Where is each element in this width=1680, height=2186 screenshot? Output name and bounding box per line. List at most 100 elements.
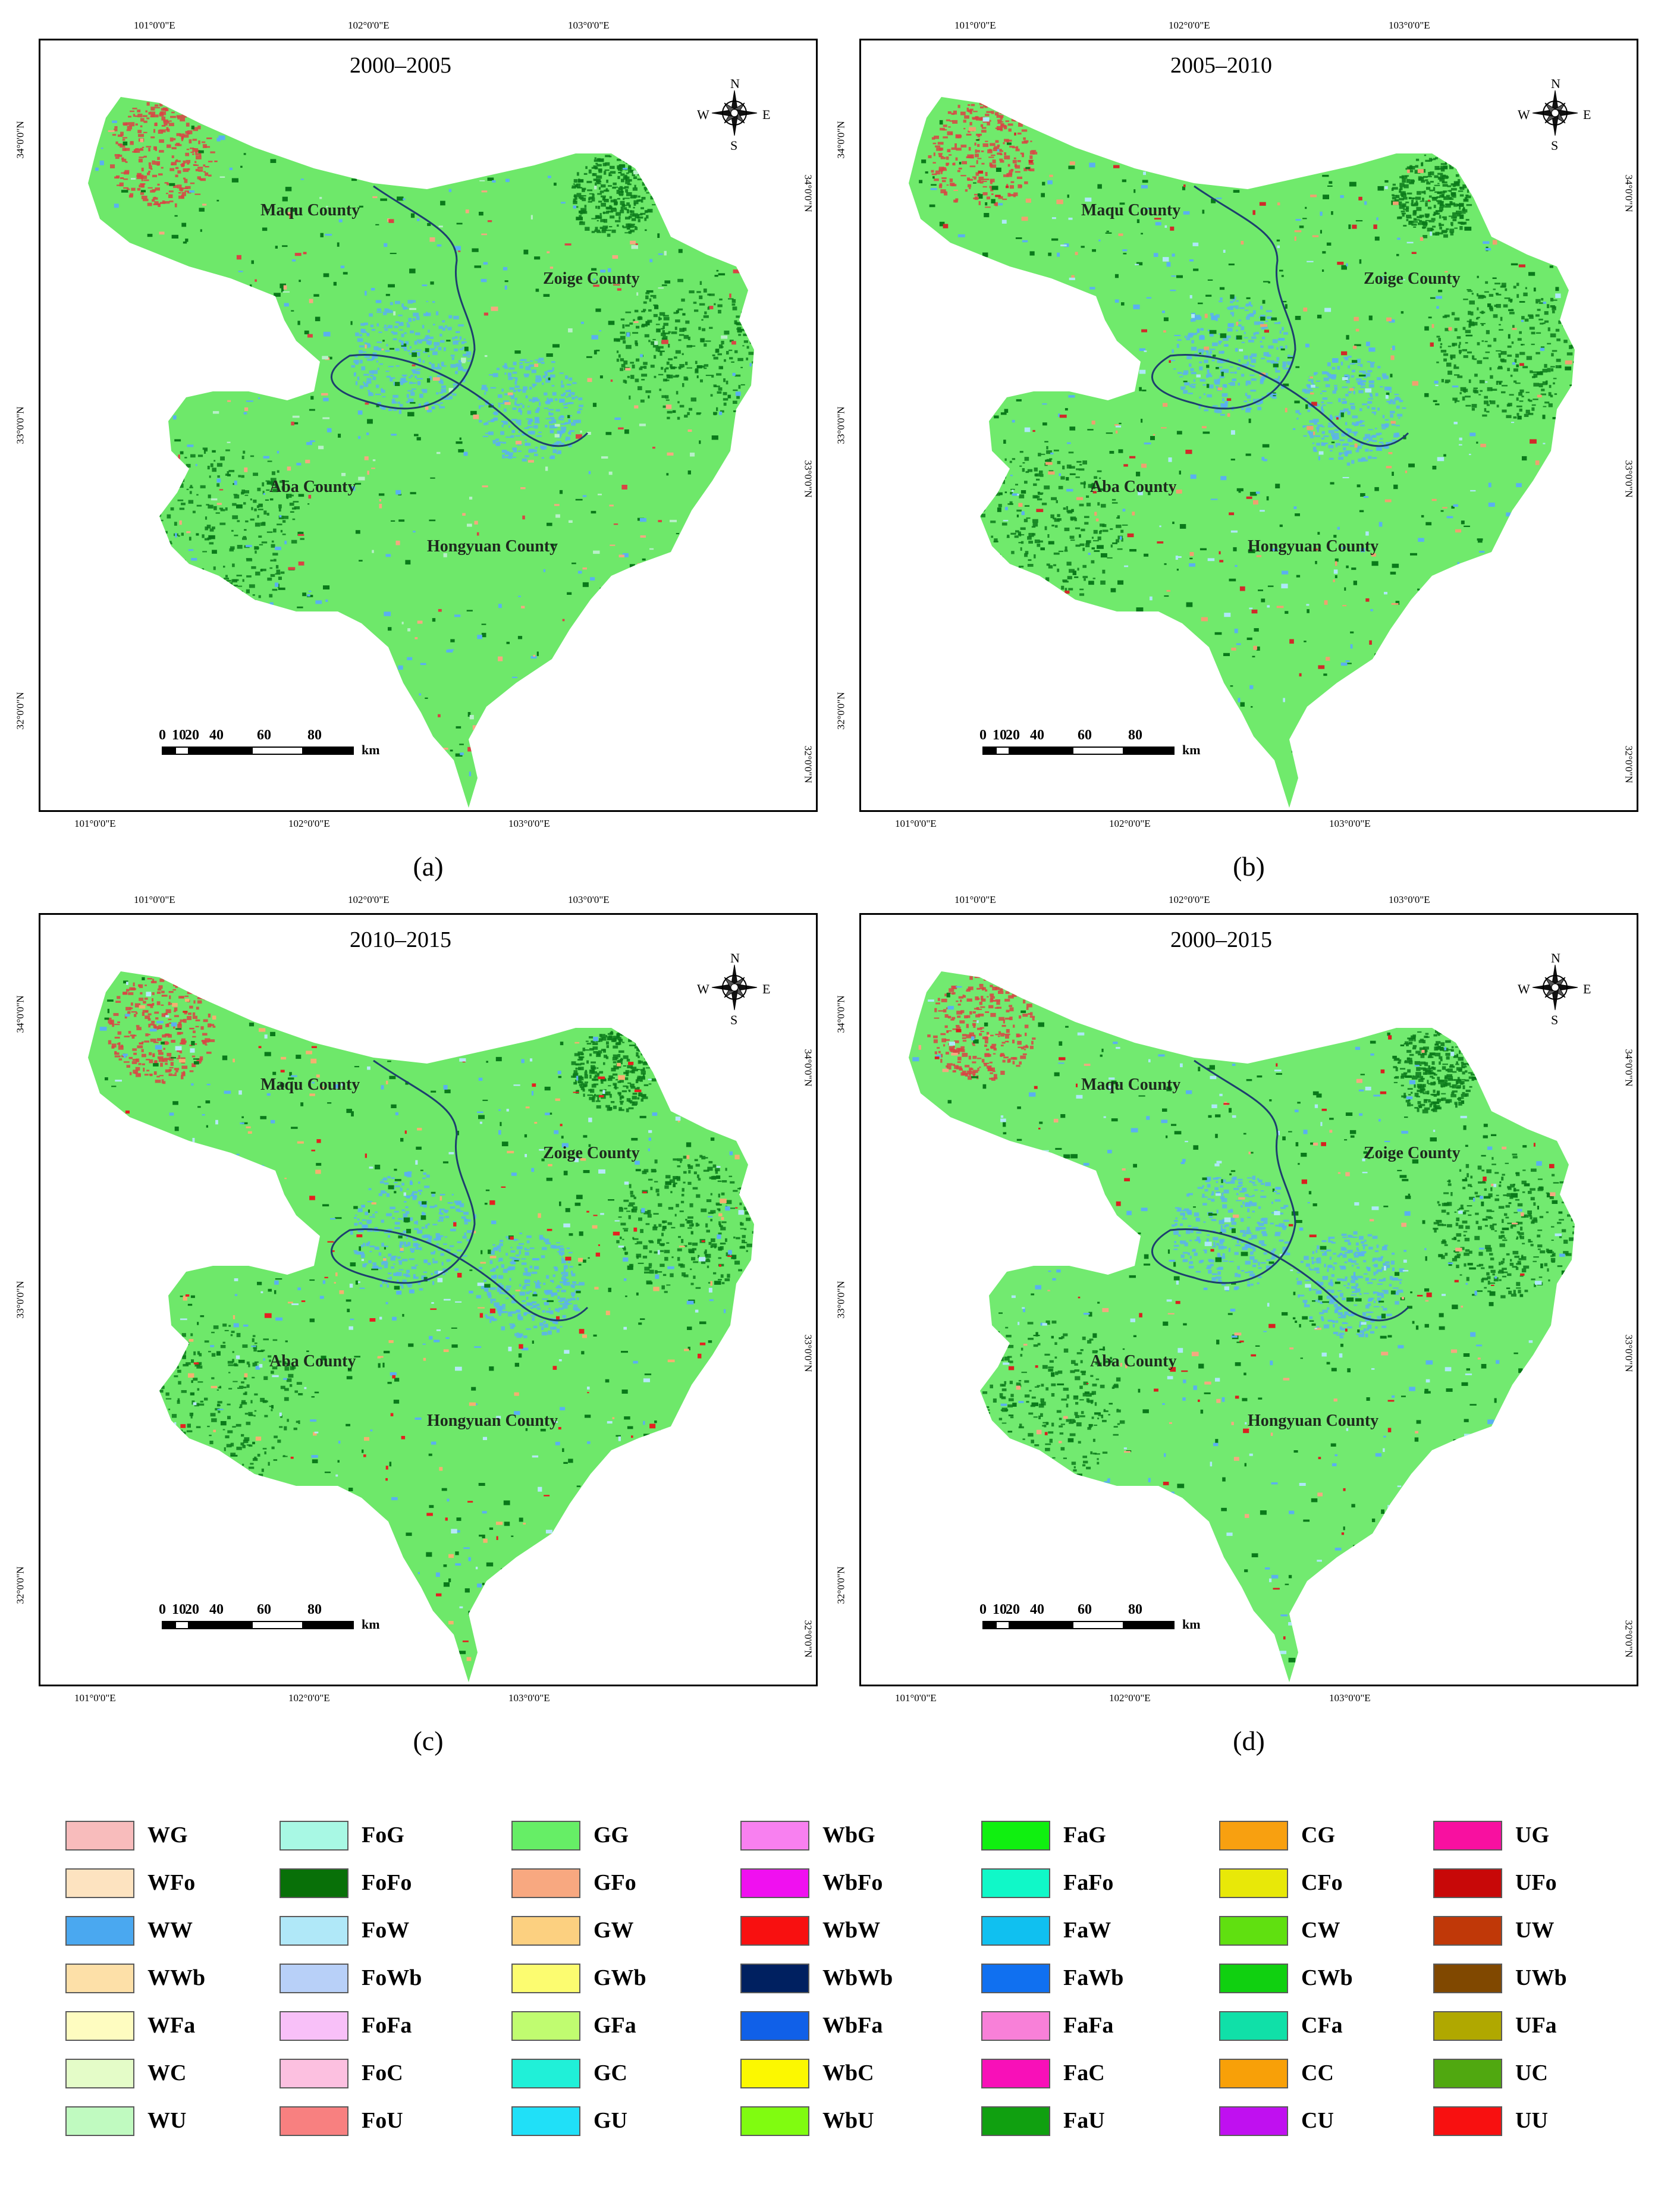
compass-e: E [1583, 107, 1591, 122]
latitude-tick-left: 32°0'0"N [835, 1566, 847, 1604]
legend-label: WbU [822, 2108, 874, 2133]
period-title: 2010–2015 [350, 927, 451, 952]
county-label-hongyuan: Hongyuan County [1248, 537, 1379, 556]
county-label-hongyuan: Hongyuan County [427, 537, 558, 556]
latitude-tick-left: 33°0'0"N [835, 406, 847, 444]
legend-item: CG [1219, 1817, 1421, 1853]
longitude-tick-bottom: 101°0'0"E [895, 1692, 937, 1704]
scale-label: 40 [1030, 1602, 1044, 1617]
compass-n: N [1551, 76, 1560, 91]
legend-item: GW [511, 1912, 714, 1948]
county-label-aba: Aba County [1090, 478, 1177, 496]
legend-swatch [1219, 1821, 1288, 1851]
scale-label: 20 [1006, 727, 1020, 743]
longitude-tick-bottom: 103°0'0"E [1329, 818, 1371, 829]
legend-swatch [511, 1916, 580, 1946]
legend-item: WbU [740, 2103, 943, 2138]
legend-label: GWb [594, 1965, 646, 1990]
latitude-tick-right: 34°0'0"N [802, 174, 814, 212]
longitude-tick-bottom: 101°0'0"E [895, 818, 937, 829]
legend-swatch [1433, 1916, 1502, 1946]
legend-item: FaU [981, 2103, 1183, 2138]
latitude-tick-left: 33°0'0"N [835, 1281, 847, 1319]
legend-label: CG [1301, 1823, 1335, 1848]
longitude-tick-bottom: 102°0'0"E [288, 1692, 330, 1704]
legend-item: CW [1219, 1912, 1421, 1948]
latitude-tick-right: 34°0'0"N [802, 1049, 814, 1087]
river-line [331, 185, 589, 447]
scale-label: 40 [209, 727, 224, 743]
legend-label: GG [594, 1823, 629, 1848]
scale-label: 20 [185, 1602, 199, 1617]
latitude-tick-left: 32°0'0"N [14, 692, 26, 730]
scale-label: 80 [1128, 727, 1142, 743]
latitude-tick-right: 34°0'0"N [1623, 174, 1635, 212]
legend-swatch [981, 1868, 1050, 1898]
legend-swatch [511, 1821, 580, 1851]
legend-item: UWb [1433, 1960, 1635, 1996]
panel-caption: (b) [1233, 851, 1265, 882]
legend-swatch [981, 1821, 1050, 1851]
longitude-tick-bottom: 101°0'0"E [74, 818, 116, 829]
compass-s: S [730, 1012, 738, 1027]
legend-item: GU [511, 2103, 714, 2138]
legend-swatch [1433, 1821, 1502, 1851]
compass-n: N [730, 951, 740, 965]
legend-swatch [740, 1868, 809, 1898]
longitude-tick-top: 101°0'0"E [954, 894, 996, 905]
legend-label: FaC [1063, 2060, 1105, 2085]
legend-label: CFa [1301, 2013, 1343, 2038]
compass-w: W [1518, 981, 1530, 996]
land-use-texture [912, 976, 1575, 1671]
longitude-tick-top: 101°0'0"E [954, 20, 996, 31]
map-frame: 2000–2005 N S E W Maqu County Zoige County Aba … [39, 39, 818, 812]
legend-swatch [65, 1868, 134, 1898]
longitude-tick-top: 102°0'0"E [348, 894, 390, 905]
legend-label: GU [594, 2108, 627, 2133]
legend-label: FaW [1063, 1918, 1111, 1943]
scale-label: 60 [1078, 727, 1092, 743]
legend-item: WFa [65, 2008, 268, 2043]
legend-label: WFa [147, 2013, 196, 2038]
legend-item: FoFa [280, 2008, 482, 2043]
legend-item: CU [1219, 2103, 1421, 2138]
compass-rose-icon [1532, 964, 1578, 1011]
legend-label: CW [1301, 1918, 1340, 1943]
longitude-tick-top: 102°0'0"E [348, 20, 390, 31]
legend-swatch [740, 2059, 809, 2088]
county-label-aba: Aba County [1090, 1352, 1177, 1370]
compass-rose-icon [1532, 90, 1578, 136]
legend-item: GFo [511, 1865, 714, 1900]
legend-label: CFo [1301, 1870, 1343, 1895]
legend-item: FoFo [280, 1865, 482, 1900]
legend-label: GC [594, 2060, 627, 2085]
latitude-tick-left: 34°0'0"N [835, 121, 847, 159]
county-label-maqu: Maqu County [1081, 1075, 1181, 1094]
compass-w: W [1518, 107, 1530, 122]
scale-label: 60 [257, 727, 271, 743]
legend-label: UG [1515, 1823, 1549, 1848]
legend-label: CWb [1301, 1965, 1353, 1990]
legend-label: FaG [1063, 1823, 1106, 1848]
legend-swatch [65, 2106, 134, 2136]
legend-swatch [511, 1964, 580, 1993]
legend-item: FaWb [981, 1960, 1183, 1996]
scale-label: 80 [1128, 1602, 1142, 1617]
compass-s: S [1551, 1012, 1559, 1027]
scale-label: 0 [159, 1602, 166, 1617]
legend-swatch [740, 2011, 809, 2041]
legend-label: WC [147, 2060, 187, 2085]
legend-swatch [740, 2106, 809, 2136]
legend-label: WbFo [822, 1870, 883, 1895]
legend-item: FaFo [981, 1865, 1183, 1900]
latitude-tick-right: 33°0'0"N [1623, 1334, 1635, 1372]
county-label-hongyuan: Hongyuan County [1248, 1412, 1379, 1430]
legend-label: GW [594, 1918, 634, 1943]
latitude-tick-left: 34°0'0"N [835, 995, 847, 1033]
compass-w: W [697, 107, 709, 122]
latitude-tick-left: 34°0'0"N [14, 121, 26, 159]
legend-label: UC [1515, 2060, 1548, 2085]
legend-item: WG [65, 1817, 268, 1853]
legend-item: WbFa [740, 2008, 943, 2043]
longitude-tick-top: 103°0'0"E [568, 20, 610, 31]
